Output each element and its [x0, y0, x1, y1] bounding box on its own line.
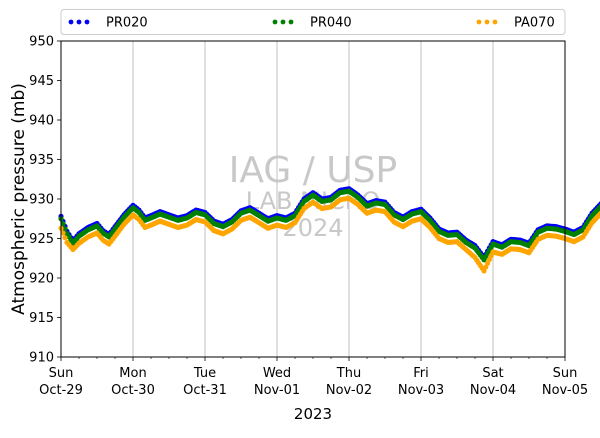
x-tick-label-date: Oct-30	[111, 383, 155, 398]
x-tick-label-day: Mon	[119, 366, 146, 381]
y-tick-label: 940	[29, 114, 54, 129]
legend-label: PR040	[310, 16, 352, 31]
x-tick-label-day: Fri	[413, 366, 429, 381]
legend-marker	[477, 20, 482, 25]
legend-label: PR020	[106, 16, 148, 31]
x-tick-label-date: Oct-29	[39, 383, 83, 398]
legend-marker	[281, 20, 286, 25]
x-tick-label-date: Nov-03	[398, 383, 444, 398]
x-tick-label-day: Thu	[336, 366, 361, 381]
legend-marker	[289, 20, 294, 25]
x-axis-label: 2023	[294, 405, 332, 423]
y-tick-label: 945	[29, 74, 54, 89]
y-tick-label: 950	[29, 35, 54, 50]
x-tick-label-day: Sun	[49, 366, 74, 381]
x-tick-label-day: Tue	[193, 366, 216, 381]
x-tick-label-day: Sat	[482, 366, 503, 381]
x-tick-label-day: Wed	[263, 366, 291, 381]
data-point-fill	[62, 235, 67, 240]
legend-marker	[273, 20, 278, 25]
y-tick-label: 910	[29, 351, 54, 366]
y-axis-label: Atmospheric pressure (mb)	[9, 83, 29, 315]
y-tick-label: 925	[29, 232, 54, 247]
x-tick-label-date: Nov-05	[542, 383, 588, 398]
y-tick-label: 920	[29, 272, 54, 287]
x-tick-label-day: Sun	[553, 366, 578, 381]
legend-label: PA070	[514, 16, 555, 31]
x-tick-label-date: Oct-31	[183, 383, 227, 398]
legend-marker	[485, 20, 490, 25]
watermark-text: IAG / USP	[229, 150, 397, 191]
x-tick-label-date: Nov-02	[326, 383, 372, 398]
legend-marker	[77, 20, 82, 25]
y-tick-label: 930	[29, 193, 54, 208]
legend: PR020 PR040 PA070	[61, 10, 565, 35]
y-tick-label: 915	[29, 311, 54, 326]
legend-marker	[69, 20, 74, 25]
legend-marker	[493, 20, 498, 25]
y-tick-label: 935	[29, 153, 54, 168]
x-tick-label-date: Nov-04	[470, 383, 516, 398]
legend-marker	[85, 20, 90, 25]
x-tick-label-date: Nov-01	[254, 383, 300, 398]
